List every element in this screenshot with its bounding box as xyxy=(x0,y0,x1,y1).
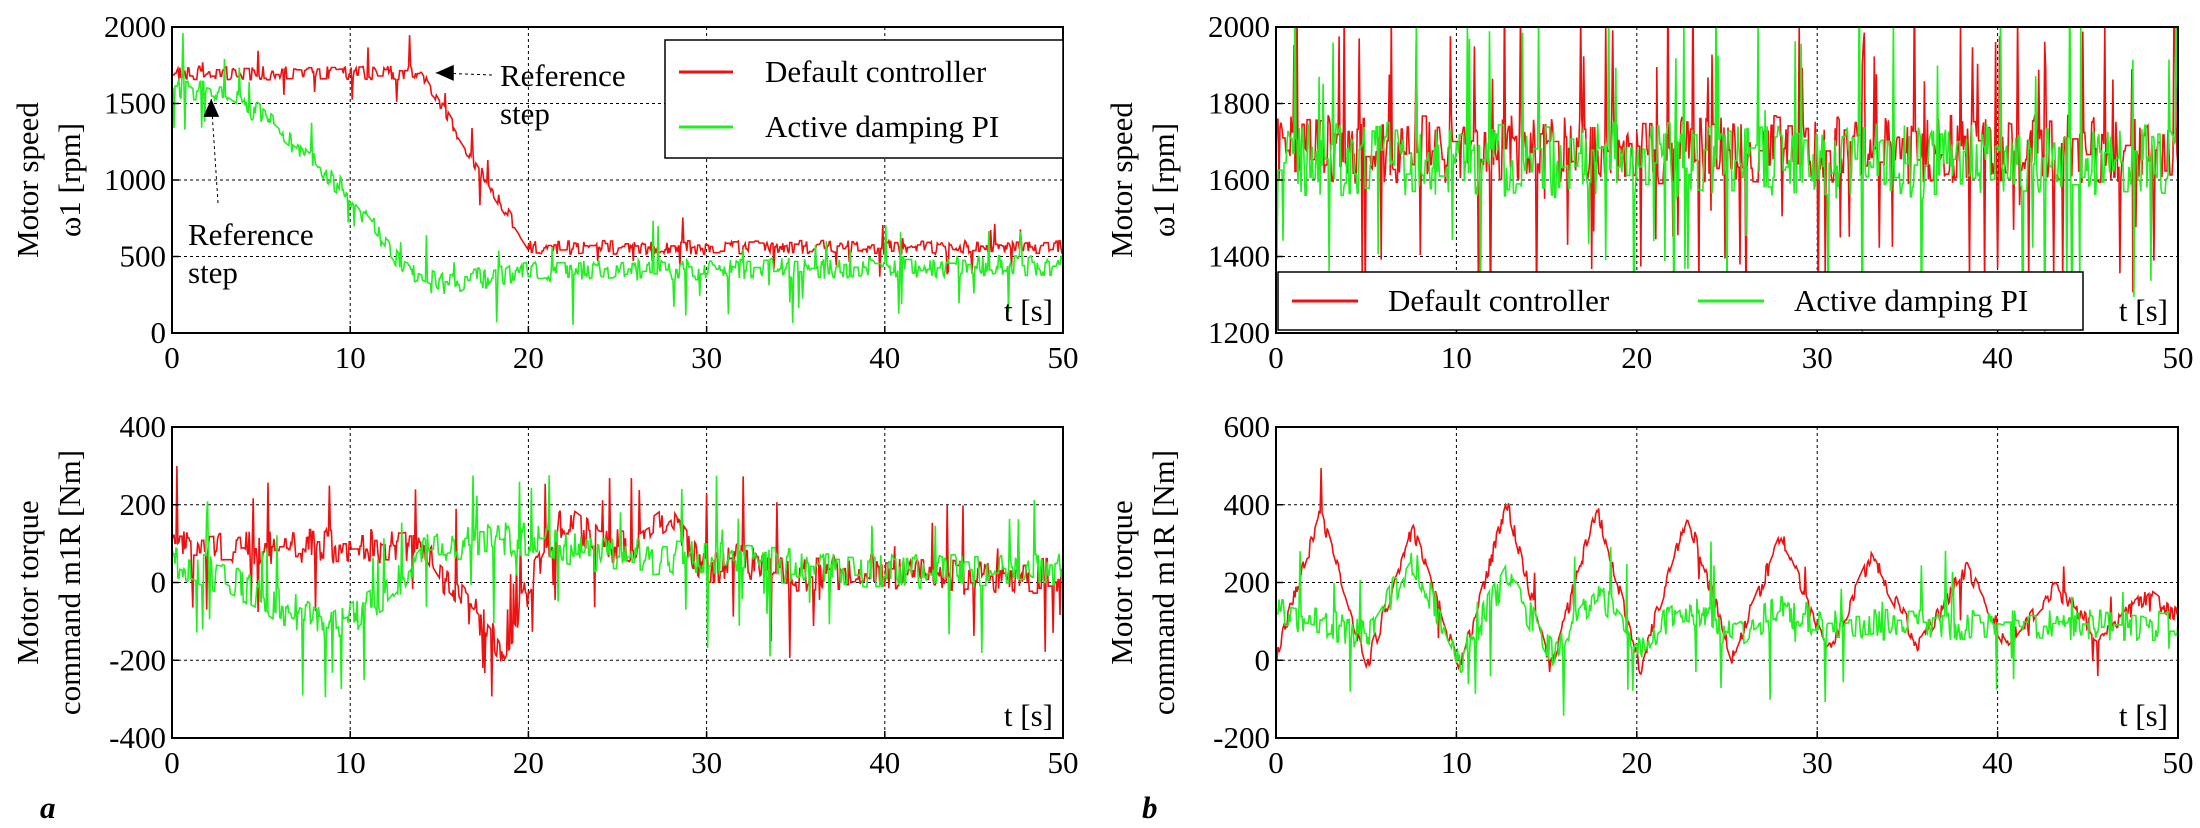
x-tick-label: 30 xyxy=(1802,340,1833,375)
x-tick-label: 30 xyxy=(691,745,722,780)
panel-label-a: a xyxy=(40,790,56,825)
x-tick-label: 50 xyxy=(2163,340,2194,375)
x-tick-label: 40 xyxy=(1982,745,2013,780)
y-tick-label: 400 xyxy=(120,409,167,444)
x-tick-label: 0 xyxy=(164,340,180,375)
series-line-active-damping-pi xyxy=(172,33,1063,325)
x-tick-label: 10 xyxy=(335,340,366,375)
y-axis-label-line1: Motor torque xyxy=(10,500,45,664)
series-line-active-damping-pi xyxy=(172,475,1063,698)
x-tick-label: 40 xyxy=(869,745,900,780)
annotation-text: step xyxy=(500,96,550,131)
x-tick-label: 10 xyxy=(1441,745,1472,780)
x-tick-label: 30 xyxy=(1802,745,1833,780)
y-axis-label-line1: Motor speed xyxy=(1104,102,1139,258)
y-tick-label: 1600 xyxy=(1208,162,1270,197)
legend-label-active-damping-pi: Active damping PI xyxy=(1794,283,2028,318)
series-layer xyxy=(172,465,1063,698)
tick-labels: 0 10 20 30 40 50 -400 -200 0 200 400 xyxy=(109,409,1078,780)
y-tick-label: -200 xyxy=(109,642,166,677)
x-tick-label: 0 xyxy=(1268,340,1284,375)
y-tick-label: 0 xyxy=(1255,642,1271,677)
x-tick-label: 20 xyxy=(513,745,544,780)
legend-b: Default controller Active damping PI xyxy=(1277,271,2084,331)
y-tick-label: 1800 xyxy=(1208,86,1270,121)
x-tick-label: 40 xyxy=(1982,340,2013,375)
legend-label-default-controller: Default controller xyxy=(1388,283,1610,318)
y-axis-label-line1: Motor torque xyxy=(1104,500,1139,664)
annotation-text: step xyxy=(188,255,238,290)
y-tick-label: -200 xyxy=(1213,720,1270,755)
y-tick-label: 1400 xyxy=(1208,239,1270,274)
panel-label-b: b xyxy=(1142,790,1158,825)
legend-box xyxy=(1277,271,2084,331)
x-axis-label: t [s] xyxy=(1004,293,1053,328)
grid xyxy=(1276,427,2178,738)
legend-label-active-damping-pi: Active damping PI xyxy=(765,109,999,144)
legend-a: Default controller Active damping PI xyxy=(664,39,1064,159)
plot-b-motor-speed: 0 10 20 30 40 50 1200 1400 1600 1800 2000 Motor sp… xyxy=(1104,9,2194,375)
annotation-text: Reference xyxy=(188,217,314,252)
x-tick-label: 50 xyxy=(1048,340,1079,375)
y-tick-label: 0 xyxy=(151,565,167,600)
y-axis-label-line2: ω1 [rpm] xyxy=(52,123,87,237)
y-tick-label: 200 xyxy=(1224,565,1271,600)
y-axis-label-line2: command m1R [Nm] xyxy=(1146,450,1181,715)
annotation-arrow-head xyxy=(203,98,220,117)
x-axis-label: t [s] xyxy=(1004,698,1053,733)
x-tick-label: 0 xyxy=(164,745,180,780)
series-layer xyxy=(1276,468,2178,716)
series-line-active-damping-pi xyxy=(1276,541,2178,716)
y-axis-label-line2: command m1R [Nm] xyxy=(52,450,87,715)
x-axis-label: t [s] xyxy=(2119,698,2168,733)
annotation-arrow-head xyxy=(435,64,454,81)
x-tick-label: 50 xyxy=(2163,745,2194,780)
series-line-default-controller xyxy=(172,35,1063,277)
y-tick-label: 400 xyxy=(1224,487,1271,522)
series-line-default-controller xyxy=(1276,468,2178,677)
x-tick-label: 50 xyxy=(1048,745,1079,780)
x-tick-label: 20 xyxy=(1621,340,1652,375)
x-tick-label: 20 xyxy=(513,340,544,375)
x-tick-label: 40 xyxy=(869,340,900,375)
series-line-default-controller xyxy=(172,465,1063,697)
x-tick-label: 30 xyxy=(691,340,722,375)
y-tick-label: 200 xyxy=(120,487,167,522)
x-tick-label: 0 xyxy=(1268,745,1284,780)
y-tick-label: 0 xyxy=(151,315,167,350)
y-axis-label-line1: Motor speed xyxy=(10,102,45,258)
y-tick-label: 2000 xyxy=(1208,9,1270,44)
series-layer xyxy=(172,33,1063,325)
y-tick-label: 500 xyxy=(120,239,167,274)
y-tick-label: -400 xyxy=(109,720,166,755)
y-tick-label: 1000 xyxy=(104,162,166,197)
y-tick-label: 1500 xyxy=(104,86,166,121)
legend-label-default-controller: Default controller xyxy=(765,54,987,89)
x-tick-label: 10 xyxy=(335,745,366,780)
y-tick-label: 600 xyxy=(1224,409,1271,444)
annotation-text: Reference xyxy=(500,58,626,93)
y-tick-label: 2000 xyxy=(104,9,166,44)
x-tick-label: 20 xyxy=(1621,745,1652,780)
legend-box xyxy=(664,39,1064,159)
x-tick-label: 10 xyxy=(1441,340,1472,375)
grid xyxy=(172,427,1063,738)
tick-labels: 0 10 20 30 40 50 1200 1400 1600 1800 2000 xyxy=(1208,9,2194,375)
x-axis-label: t [s] xyxy=(2119,293,2168,328)
y-axis-label-line2: ω1 [rpm] xyxy=(1146,123,1181,237)
y-tick-label: 1200 xyxy=(1208,315,1270,350)
